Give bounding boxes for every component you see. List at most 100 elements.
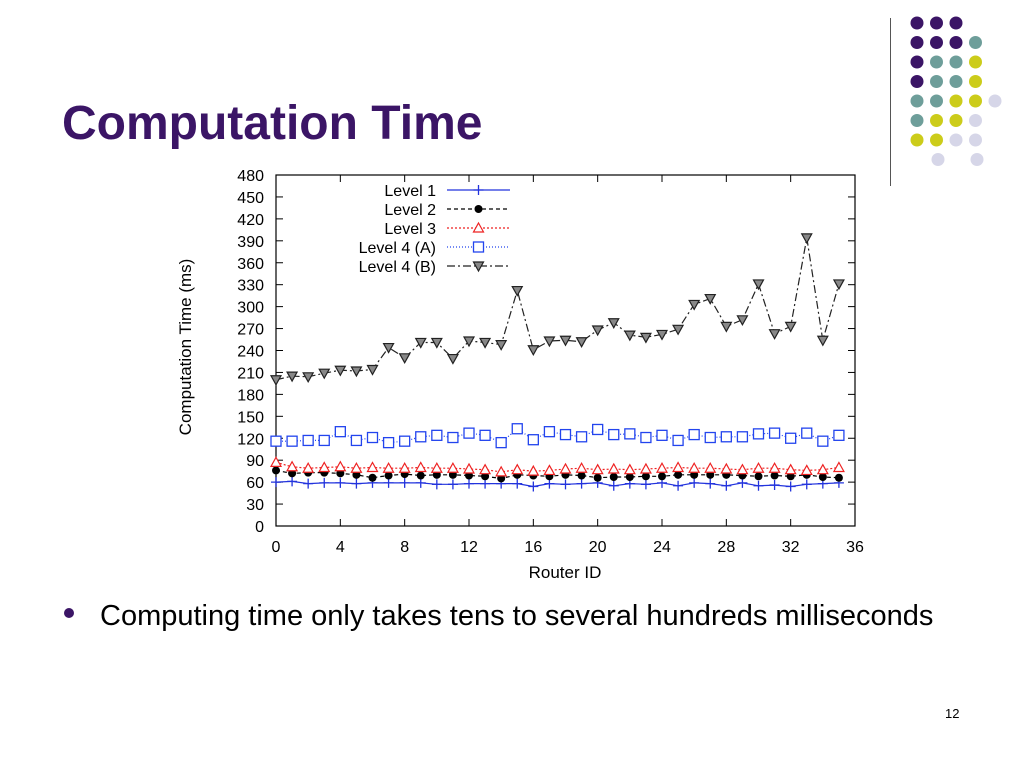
decor-dot (969, 75, 982, 88)
square-marker (768, 427, 781, 439)
triangle-down-marker (832, 279, 845, 291)
triangle-marker (462, 462, 476, 474)
y-tick-label: 210 (237, 365, 264, 382)
triangle-marker (768, 461, 781, 473)
decor-dot (988, 94, 1002, 108)
triangle-down-marker (479, 337, 492, 349)
triangle-down-marker (623, 330, 636, 342)
decor-dot (930, 75, 943, 88)
circle-marker (625, 473, 634, 482)
series-level-1 (271, 476, 844, 492)
square-marker (334, 426, 346, 438)
circle-marker (834, 473, 843, 482)
square-marker (640, 431, 652, 444)
circle-marker (577, 471, 586, 480)
triangle-down-marker (462, 336, 476, 348)
decor-dot (931, 153, 945, 166)
triangle-marker (800, 464, 813, 476)
decor-dot (970, 153, 984, 166)
plus-marker (785, 481, 796, 492)
y-tick-label: 240 (237, 344, 264, 361)
y-tick-label: 450 (237, 190, 264, 207)
triangle-marker (495, 465, 508, 477)
triangle-down-marker (366, 364, 379, 376)
triangle-down-marker (398, 353, 411, 365)
circle-marker (474, 205, 483, 213)
circle-marker (368, 473, 377, 482)
square-marker (559, 428, 572, 441)
decor-dot (969, 55, 982, 69)
circle-marker (384, 471, 393, 480)
triangle-down-marker (720, 321, 733, 333)
y-tick-label: 480 (237, 168, 264, 185)
plus-marker (689, 477, 700, 488)
x-axis-label: Router ID (529, 563, 602, 582)
triangle-marker (479, 463, 492, 475)
triangle-marker (720, 462, 733, 474)
y-tick-label: 390 (237, 234, 264, 251)
triangle-down-marker (575, 337, 588, 348)
y-tick-label: 420 (237, 212, 264, 229)
triangle-marker (302, 461, 315, 473)
decor-dot (949, 36, 963, 49)
triangle-marker (816, 463, 829, 475)
triangle-down-marker (672, 324, 685, 336)
triangle-marker (623, 463, 636, 475)
square-marker (575, 431, 588, 443)
circle-marker (818, 473, 827, 482)
series-level-4-a (270, 423, 845, 449)
plus-marker (560, 479, 571, 490)
plus-marker (608, 480, 619, 491)
y-tick-label: 0 (255, 519, 264, 536)
circle-marker (641, 472, 650, 481)
decor-dot (949, 16, 963, 30)
triangle-marker (527, 464, 540, 476)
decor-dot (969, 94, 982, 108)
triangle-marker (446, 461, 459, 473)
triangle-marker (832, 461, 845, 473)
plus-marker (473, 185, 484, 195)
square-marker (688, 428, 700, 441)
square-marker (382, 436, 395, 449)
triangle-marker (672, 461, 685, 473)
triangle-marker (472, 221, 485, 233)
circle-marker (609, 473, 618, 482)
square-marker (752, 428, 765, 440)
y-tick-label: 180 (237, 387, 264, 404)
square-marker (527, 434, 539, 446)
legend-label: Level 2 (384, 202, 436, 219)
plus-marker (576, 478, 587, 489)
x-tick-label: 12 (460, 539, 478, 556)
triangle-down-marker (752, 279, 765, 291)
x-tick-label: 32 (782, 539, 800, 556)
decor-dot (930, 133, 943, 147)
square-marker (350, 434, 363, 447)
triangle-marker (334, 460, 347, 472)
plus-marker (464, 478, 474, 489)
decor-dot (949, 75, 963, 88)
triangle-down-marker (430, 337, 443, 349)
decor-dot (949, 133, 963, 147)
triangle-down-marker (269, 375, 283, 386)
square-marker (431, 429, 443, 441)
square-marker (736, 431, 749, 443)
triangle-marker (688, 461, 701, 473)
square-marker (415, 431, 427, 443)
triangle-marker (607, 462, 620, 474)
plus-marker (447, 479, 458, 490)
plus-marker (769, 480, 780, 491)
triangle-marker (559, 462, 572, 474)
triangle-marker (704, 461, 717, 473)
square-marker (318, 434, 330, 447)
plus-marker (753, 480, 764, 491)
x-tick-label: 16 (524, 539, 542, 556)
triangle-down-marker (607, 318, 620, 329)
decor-dot (930, 55, 943, 69)
series-level-3 (269, 456, 845, 477)
series-line (275, 237, 840, 381)
square-marker (817, 435, 829, 447)
triangle-marker (430, 461, 443, 473)
decor-dot (930, 114, 943, 127)
square-marker (511, 423, 523, 435)
x-tick-label: 8 (400, 539, 409, 556)
